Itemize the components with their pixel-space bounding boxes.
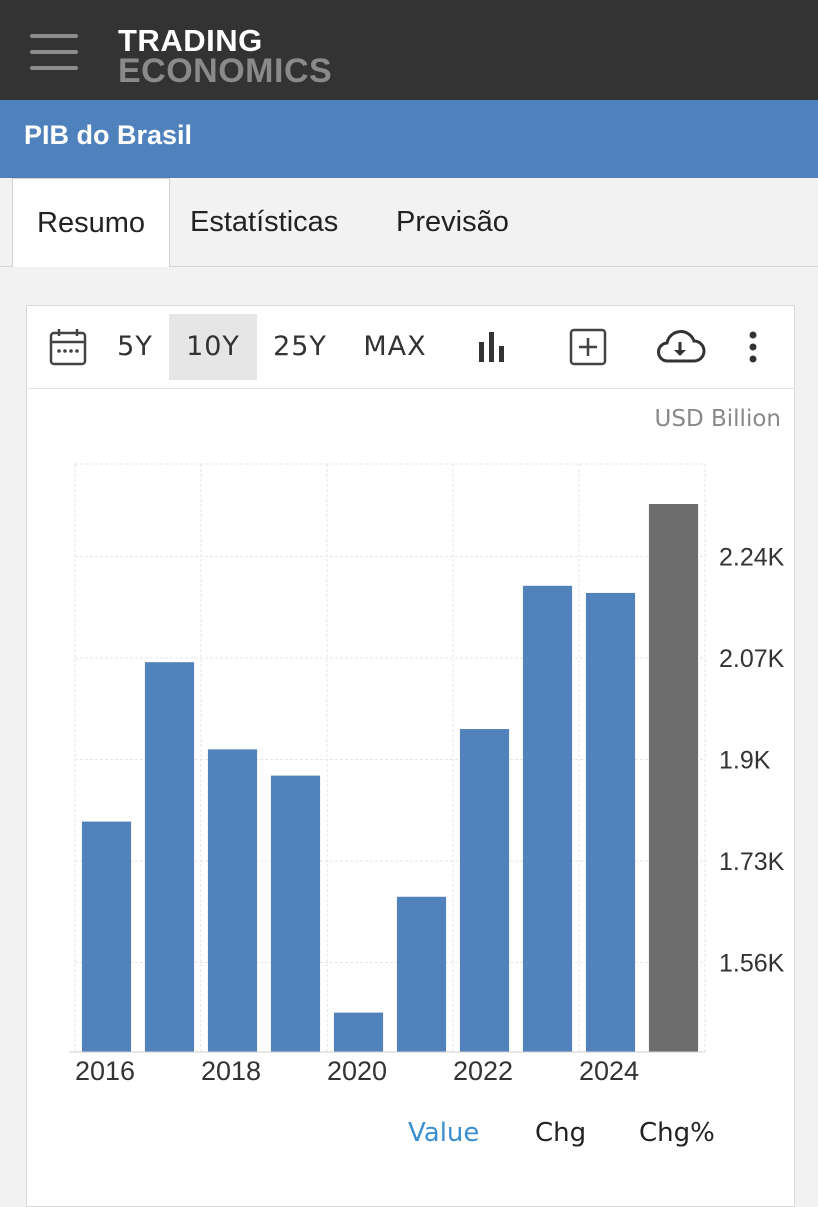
logo-line-1: TRADING [118, 23, 263, 58]
tab-bar: Resumo Estatísticas Previsão [0, 178, 818, 267]
tab-resumo[interactable]: Resumo [12, 178, 170, 267]
y-tick-label: 1.73K [719, 848, 785, 876]
logo-line-2: ECONOMICS [118, 52, 333, 90]
x-tick-label: 2022 [453, 1056, 513, 1086]
legend-value[interactable]: Value [408, 1118, 480, 1148]
chart-card: 5Y 10Y 25Y MAX [26, 305, 795, 1207]
legend-chg-percent[interactable]: Chg% [639, 1118, 715, 1148]
bar-2016 [81, 821, 132, 1052]
bar-2021 [396, 896, 447, 1052]
range-max-button[interactable]: MAX [363, 331, 427, 362]
y-tick-label: 1.56K [719, 949, 785, 977]
chart-toolbar: 5Y 10Y 25Y MAX [27, 306, 794, 389]
range-10y-button[interactable]: 10Y [169, 314, 257, 380]
tab-estatisticas[interactable]: Estatísticas [190, 206, 339, 238]
y-tick-label: 2.24K [719, 544, 785, 572]
bar-2024 [585, 592, 636, 1052]
bar-2020 [333, 1012, 384, 1052]
range-25y-button[interactable]: 25Y [273, 331, 327, 362]
x-tick-label: 2020 [327, 1056, 387, 1086]
range-5y-button[interactable]: 5Y [117, 331, 153, 362]
bar-2019 [270, 775, 321, 1052]
page-title: PIB do Brasil [24, 120, 193, 150]
more-vertical-icon[interactable] [737, 314, 769, 380]
cloud-download-icon[interactable] [649, 314, 711, 380]
x-tick-label: 2016 [75, 1056, 135, 1086]
plus-square-icon[interactable] [563, 314, 613, 380]
legend-chg[interactable]: Chg [535, 1118, 587, 1148]
x-tick-label: 2024 [579, 1056, 639, 1086]
trading-economics-logo[interactable]: TRADING ECONOMICS [118, 23, 333, 90]
bar-chart-icon[interactable] [467, 314, 517, 380]
calendar-icon[interactable] [45, 314, 91, 380]
bar-2017 [144, 662, 195, 1052]
y-tick-label: 2.07K [719, 645, 785, 673]
bar-2022 [459, 729, 510, 1052]
hamburger-icon[interactable] [30, 32, 78, 72]
y-tick-label: 1.9K [719, 746, 771, 774]
bar-chart: 1.56K 1.73K 1.9K 2.07K 2.24K 2016 2018 2020 2022… [69, 463, 785, 1086]
bar-2023 [522, 585, 573, 1052]
top-bar: TRADING ECONOMICS [0, 0, 818, 100]
bar-2025 [648, 503, 699, 1052]
tab-previsao[interactable]: Previsão [396, 206, 509, 238]
x-tick-label: 2018 [201, 1056, 261, 1086]
unit-label: USD Billion [654, 406, 781, 432]
page-title-bar: PIB do Brasil [0, 100, 818, 178]
bar-2018 [207, 749, 258, 1052]
